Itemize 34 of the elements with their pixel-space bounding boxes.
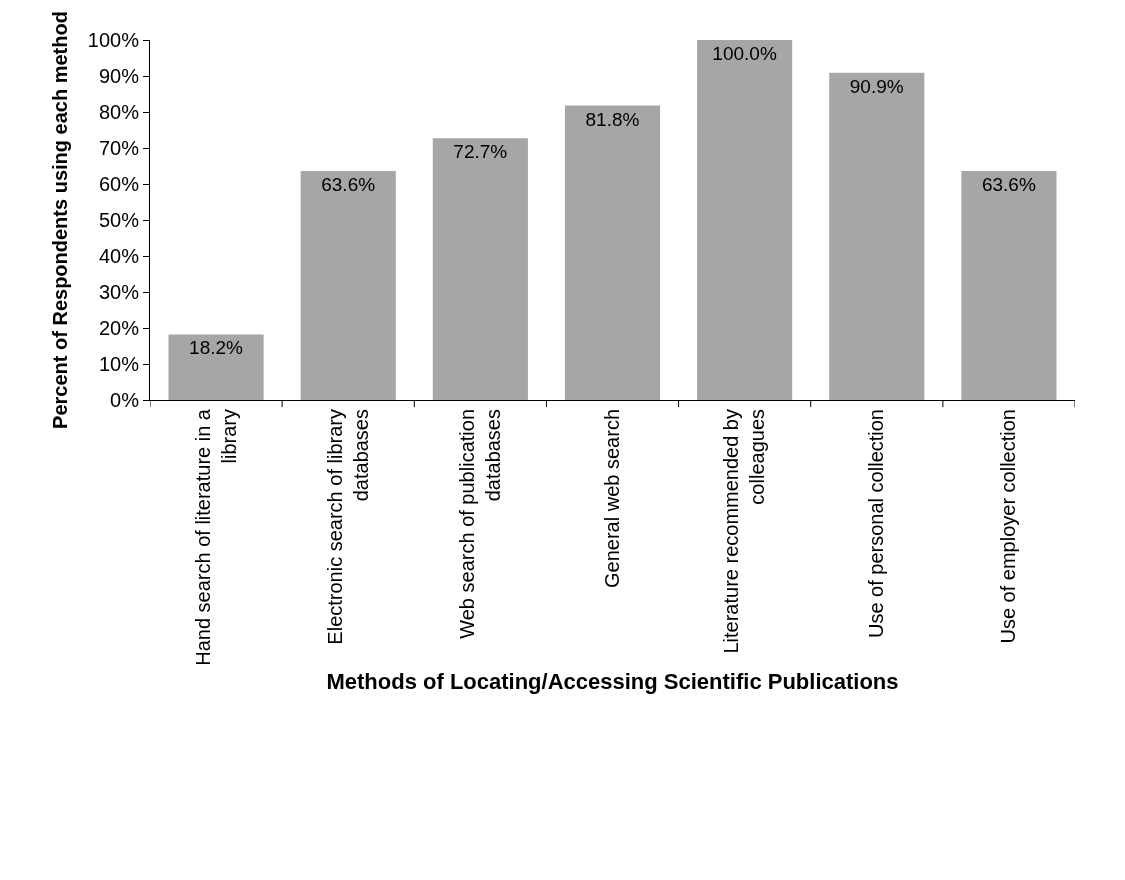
y-tick-label: 70% (98, 137, 140, 159)
x-tick-label: Use of personal collection (865, 409, 888, 639)
data-label: 72.7% (453, 141, 508, 163)
y-tick-label: 100% (87, 29, 140, 51)
bar (697, 40, 793, 400)
x-axis-title: Methods of Locating/Accessing Scientific Publications (326, 668, 899, 694)
data-label: 81.8% (585, 108, 640, 130)
bar (168, 334, 264, 400)
y-tick-label: 40% (98, 245, 140, 267)
y-tick-label: 50% (98, 209, 140, 231)
x-tick-label: Hand search of literature in a library (191, 408, 240, 666)
data-label: 90.9% (849, 75, 904, 97)
y-tick-label: 10% (98, 353, 140, 375)
bar (300, 171, 396, 400)
data-label: 100.0% (712, 43, 777, 64)
y-tick-label: 20% (98, 317, 140, 339)
y-tick-label: 0% (110, 389, 140, 411)
y-tick-label: 80% (98, 101, 140, 123)
bar (564, 105, 661, 400)
data-label: 18.2% (189, 337, 244, 359)
bar (961, 171, 1057, 400)
x-tick-label: Electronic search of library databases (323, 409, 372, 645)
data-label: 63.6% (981, 174, 1036, 196)
data-label: 63.6% (321, 174, 376, 196)
y-tick-label: 60% (98, 173, 140, 195)
bar (432, 138, 528, 400)
y-axis-title: Percent of Respondents using each method (49, 11, 72, 429)
y-tick-label: 30% (98, 281, 140, 303)
x-tick-label: Web search of publication databases (455, 409, 504, 639)
x-tick-label: Literature recommended by colleagues (720, 409, 769, 654)
bar (829, 72, 925, 400)
x-tick-label: Use of employer collection (997, 409, 1020, 644)
y-tick-label: 90% (98, 65, 140, 87)
x-tick-label: General web search (601, 409, 623, 588)
